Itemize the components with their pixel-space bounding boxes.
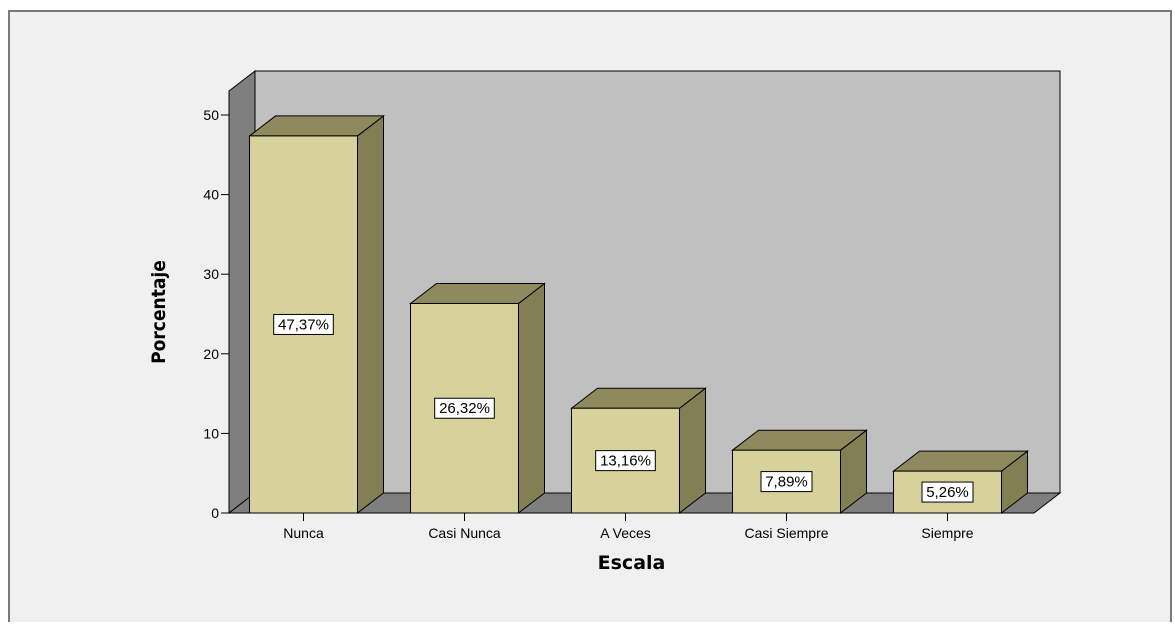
- data-label: 26,32%: [439, 400, 490, 417]
- data-label-box: [921, 481, 974, 503]
- y-tick-label: 40: [203, 187, 219, 203]
- bar-side: [679, 387, 706, 515]
- y-axis-title: Porcentaje: [148, 260, 170, 364]
- bar: 26,32%: [409, 282, 546, 515]
- x-tick-label: Casi Nunca: [428, 525, 501, 541]
- data-label: 47,37%: [278, 316, 329, 333]
- y-axis: 0 10 20 30 40 50: [203, 107, 229, 521]
- data-label-box: [434, 397, 495, 419]
- y-tick-label: 0: [211, 505, 219, 521]
- x-tick-label: Casi Siempre: [744, 525, 828, 541]
- data-label-box: [273, 313, 334, 335]
- data-label: 5,26%: [926, 484, 969, 501]
- x-tick-label: Siempre: [921, 525, 973, 541]
- y-tick-label: 50: [203, 107, 219, 123]
- bar: 47,37%: [248, 114, 385, 515]
- bar-side: [357, 114, 384, 515]
- bar-chart: 0 10 20 30 40 50 47,37% 26,32% 13,16% 7,89% 5,26%…: [148, 69, 1062, 574]
- bar-side: [518, 282, 545, 515]
- data-label-box: [595, 450, 656, 472]
- chart-frame: 0 10 20 30 40 50 47,37% 26,32% 13,16% 7,89% 5,26%…: [8, 10, 1172, 622]
- x-axis-title: Escala: [598, 552, 666, 574]
- y-tick-label: 20: [203, 346, 219, 362]
- y-tick-label: 10: [203, 425, 219, 441]
- data-label-box: [760, 471, 813, 493]
- x-tick-label: A Veces: [600, 525, 651, 541]
- x-axis: Nunca Casi Nunca A Veces Casi Siempre Siempr…: [283, 513, 974, 541]
- data-label: 13,16%: [600, 453, 651, 470]
- bar: 13,16%: [570, 387, 707, 515]
- bars-group: 47,37% 26,32% 13,16% 7,89% 5,26%: [248, 114, 1029, 515]
- data-label: 7,89%: [765, 474, 808, 491]
- x-tick-label: Nunca: [283, 525, 324, 541]
- bar: 5,26%: [892, 450, 1029, 515]
- y-tick-label: 30: [203, 266, 219, 282]
- bar: 7,89%: [731, 429, 868, 515]
